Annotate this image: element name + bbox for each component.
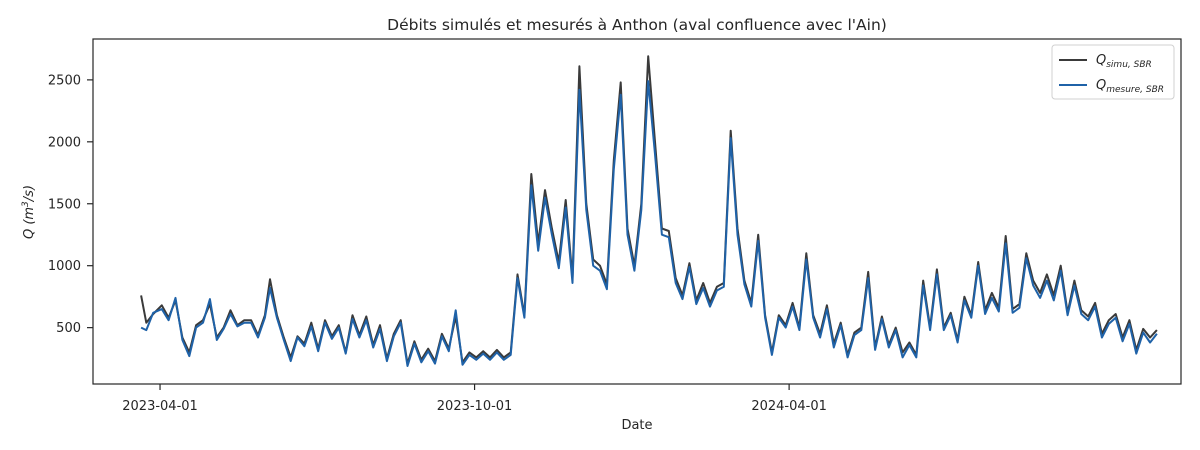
- series-lines: [140, 55, 1158, 367]
- x-axis-label: Date: [621, 418, 652, 433]
- y-tick-label-3: 2000: [48, 135, 81, 150]
- x-tick-label-0: 2023-04-01: [122, 399, 198, 414]
- legend-label-simu: Qsimu, SBR: [1096, 53, 1152, 70]
- y-tick-label-1: 1000: [48, 259, 81, 274]
- chart-title: Débits simulés et mesurés à Anthon (aval…: [387, 16, 887, 34]
- series-line-1: [140, 80, 1158, 367]
- y-tick-label-0: 500: [56, 321, 81, 336]
- legend-label-simu-sub: simu, SBR: [1106, 60, 1152, 70]
- legend-label-mesure: Qmesure, SBR: [1096, 78, 1164, 95]
- y-tick-group: 500 1000 1500 2000 2500: [48, 73, 93, 336]
- y-axis-label-main: Q (m: [22, 207, 37, 239]
- legend-label-mesure-sub: mesure, SBR: [1106, 85, 1164, 95]
- y-axis-label-end: /s): [22, 185, 37, 202]
- x-tick-group: 2023-04-01 2023-10-01 2024-04-01: [122, 384, 827, 414]
- legend: Qsimu, SBR Qmesure, SBR: [1051, 44, 1175, 100]
- x-tick-label-1: 2023-10-01: [437, 399, 513, 414]
- y-tick-label-4: 2500: [48, 73, 81, 88]
- series-line-0: [140, 55, 1158, 365]
- x-tick-label-2: 2024-04-01: [751, 399, 827, 414]
- plot-frame: [92, 38, 1182, 385]
- y-tick-label-2: 1500: [48, 197, 81, 212]
- y-axis-label: Q (m3/s): [21, 185, 37, 239]
- y-axis-label-sup: 3: [21, 201, 31, 207]
- legend-label-mesure-main: Q: [1096, 78, 1106, 93]
- legend-label-simu-main: Q: [1096, 53, 1106, 68]
